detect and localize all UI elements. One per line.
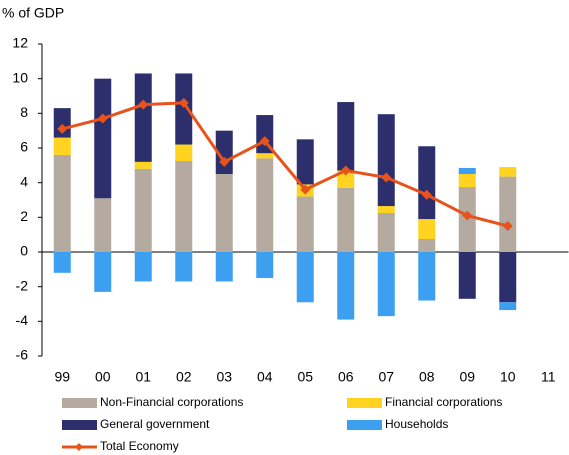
y-tick-label: 6	[20, 139, 28, 155]
bar-segment	[377, 114, 395, 207]
legend-label: Non-Financial corporations	[100, 395, 243, 409]
x-tick-label: 07	[378, 369, 394, 385]
x-tick-label: 10	[500, 369, 516, 385]
y-tick-label: 4	[20, 173, 28, 189]
x-tick-label: 00	[95, 369, 111, 385]
bar-segment	[94, 198, 112, 252]
bar-segment	[53, 252, 71, 273]
bar-segment	[53, 154, 71, 252]
bar-segment	[215, 252, 233, 282]
legend-swatch	[62, 398, 97, 408]
line-marker	[178, 97, 189, 108]
bar-segment	[53, 108, 71, 138]
line-marker	[462, 210, 473, 221]
line-marker	[259, 136, 270, 147]
x-tick-label: 01	[135, 369, 151, 385]
x-tick-label: 06	[338, 369, 354, 385]
line-marker	[381, 172, 392, 183]
line-marker	[340, 165, 351, 176]
x-tick-label: 08	[419, 369, 435, 385]
bar-segment	[337, 187, 355, 252]
line-marker	[138, 99, 149, 110]
bar-segment	[499, 167, 517, 177]
legend-swatch	[347, 420, 382, 430]
bar-segment	[256, 252, 274, 278]
bar-segment	[296, 139, 314, 185]
bar-segment	[256, 153, 274, 159]
y-tick-label: 2	[20, 208, 28, 224]
x-tick-label: 03	[216, 369, 232, 385]
legend-label: General government	[100, 417, 210, 431]
y-tick-label: 8	[20, 104, 28, 120]
x-tick-label: 05	[297, 369, 313, 385]
bar-segment	[337, 252, 355, 320]
y-tick-label: 12	[12, 35, 28, 51]
chart-title: % of GDP	[2, 5, 64, 21]
line-marker	[219, 156, 230, 167]
bar-segment	[499, 302, 517, 311]
bar-segment	[53, 137, 71, 155]
line-marker	[502, 221, 513, 231]
bar-segment	[134, 161, 152, 169]
bar-segment	[215, 174, 233, 252]
line-marker	[97, 113, 108, 124]
bar-segment	[337, 102, 355, 171]
x-tick-label: 02	[176, 369, 192, 385]
bar-segment	[418, 219, 436, 239]
bar-segment	[377, 206, 395, 213]
bar-segment	[458, 167, 476, 174]
line-marker	[421, 189, 432, 200]
y-tick-label: -6	[16, 347, 29, 363]
legend-label: Households	[385, 417, 448, 431]
bar-segment	[215, 130, 233, 174]
bar-segment	[296, 252, 314, 303]
bar-segment	[134, 168, 152, 252]
line-marker	[300, 184, 311, 195]
bar-segment	[377, 213, 395, 252]
bar-segment	[377, 252, 395, 317]
bar-segment	[175, 73, 193, 145]
legend-label: Financial corporations	[385, 395, 502, 409]
bar-segment	[134, 73, 152, 162]
bar-segment	[458, 252, 476, 299]
bar-segment	[499, 252, 517, 303]
x-tick-label: 99	[54, 369, 70, 385]
y-tick-label: 10	[12, 69, 28, 85]
bar-segment	[175, 252, 193, 282]
line-marker	[57, 123, 68, 134]
bar-segment	[175, 144, 193, 161]
x-tick-label: 04	[257, 369, 273, 385]
bar-segment	[337, 170, 355, 188]
legend-swatch	[347, 398, 382, 408]
line	[61, 101, 509, 228]
bar-segment	[296, 196, 314, 252]
x-tick-label: 09	[459, 369, 475, 385]
legend-marker	[75, 443, 83, 451]
bar-segment	[458, 174, 476, 187]
bar-segment	[175, 161, 193, 252]
bar-segment	[94, 252, 112, 292]
bar-segment	[256, 158, 274, 252]
x-tick-label: 11	[541, 369, 556, 385]
legend-label: Total Economy	[100, 439, 179, 453]
bar-segment	[134, 252, 152, 282]
bar-segment	[418, 146, 436, 220]
legend-swatch	[62, 420, 97, 430]
bar-segment	[94, 78, 112, 199]
y-tick-label: -4	[16, 312, 29, 328]
y-tick-label: -2	[16, 277, 29, 293]
bar-segment	[499, 176, 517, 252]
bar-segment	[418, 239, 436, 252]
bar-segment	[418, 252, 436, 301]
y-tick-label: 0	[20, 243, 28, 259]
